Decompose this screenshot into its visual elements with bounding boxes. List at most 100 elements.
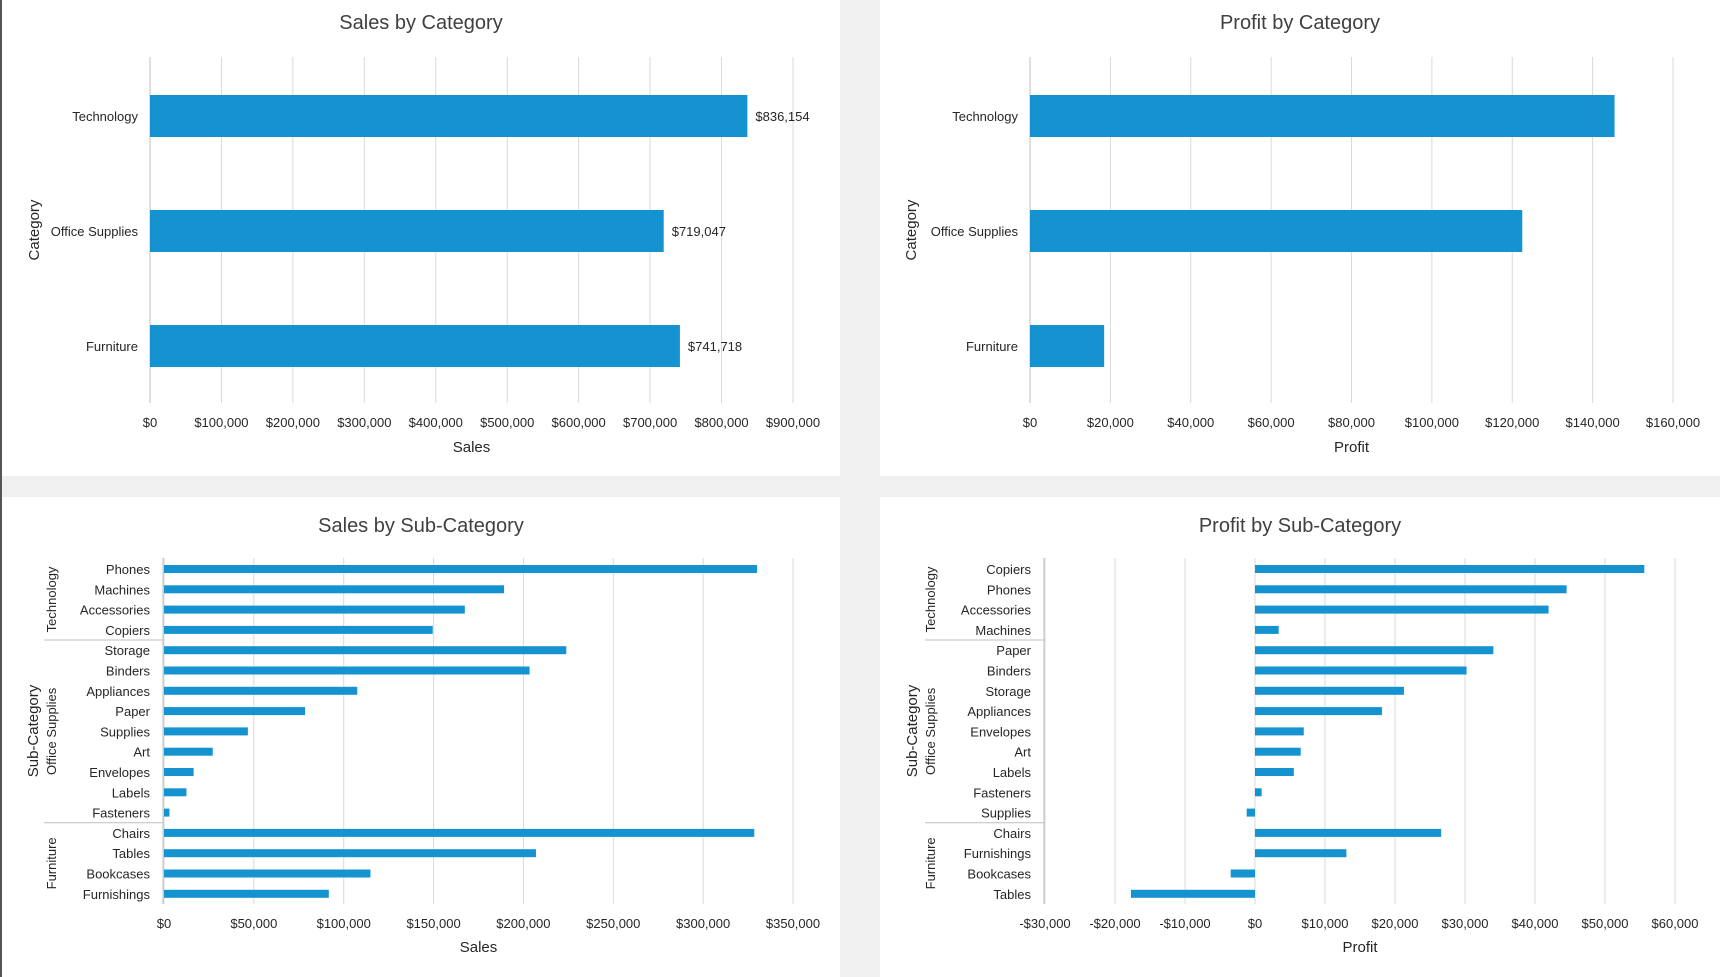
bar	[1255, 646, 1494, 655]
x-tick-label: $50,000	[1582, 916, 1629, 931]
sub-category-label: Envelopes	[970, 724, 1031, 739]
sub-category-label: Copiers	[105, 623, 150, 638]
x-tick-label: $30,000	[1442, 916, 1489, 931]
sub-category-label: Labels	[993, 765, 1032, 780]
y-axis-title: Category	[903, 199, 920, 260]
x-tick-label: $120,000	[1485, 415, 1539, 430]
x-tick-label: $100,000	[317, 916, 371, 931]
y-axis-title: Sub-Category	[904, 684, 921, 777]
x-tick-label: $250,000	[586, 916, 640, 931]
chart-title: Profit by Sub-Category	[1199, 515, 1401, 537]
x-tick-label: -$20,000	[1089, 916, 1140, 931]
bar	[1030, 210, 1523, 252]
sub-category-label: Fasteners	[973, 785, 1031, 800]
sub-category-label: Supplies	[981, 806, 1031, 821]
bar	[164, 707, 306, 716]
x-tick-label: -$30,000	[1019, 916, 1070, 931]
bar	[1030, 95, 1615, 137]
sub-category-label: Envelopes	[89, 765, 150, 780]
bar	[1255, 707, 1382, 716]
y-axis-title: Sub-Category	[25, 684, 42, 777]
x-tick-label: $200,000	[266, 415, 320, 430]
bar	[164, 646, 567, 655]
chart-title: Profit by Category	[1220, 12, 1380, 34]
x-axis-title: Sales	[460, 939, 498, 956]
x-tick-label: $50,000	[230, 916, 277, 931]
bar	[1255, 666, 1467, 675]
bar	[164, 808, 170, 817]
bar	[150, 95, 748, 137]
sub-category-label: Art	[1014, 745, 1031, 760]
sub-category-label: Appliances	[967, 704, 1031, 719]
chart-profit-by-sub-category: Profit by Sub-Category -$30,000 -$20,000 -$…	[880, 497, 1720, 977]
bar	[150, 210, 664, 252]
bar	[1255, 686, 1404, 695]
x-tick-label: $20,000	[1087, 415, 1134, 430]
sub-category-label: Bookcases	[967, 867, 1031, 882]
category-label: Technology	[952, 109, 1018, 124]
window-left-edge	[0, 0, 2, 977]
chart-sales-by-sub-category: Sales by Sub-Category $0 $50,000 $100,000 $1…	[2, 497, 840, 977]
sub-category-label: Furnishings	[83, 887, 151, 902]
bar	[164, 666, 530, 675]
bar	[164, 768, 194, 776]
bar	[1130, 889, 1255, 898]
y-axis-title: Category	[26, 199, 43, 260]
profit-by-category-svg: Profit by Category $0 $20,000 $40,000 $60,00…	[903, 12, 1700, 456]
sub-category-label: Paper	[115, 704, 150, 719]
bar	[164, 828, 755, 837]
sub-category-label: Copiers	[986, 562, 1031, 577]
category-label: Office Supplies	[51, 224, 139, 239]
group-label: Furniture	[923, 837, 938, 889]
x-tick-label: $500,000	[480, 415, 534, 430]
x-tick-label: $0	[143, 415, 157, 430]
sub-category-label: Tables	[112, 846, 150, 861]
group-label: Office Supplies	[44, 687, 59, 775]
data-label: $719,047	[672, 224, 726, 239]
x-tick-label: $40,000	[1512, 916, 1559, 931]
x-tick-label: $350,000	[766, 916, 820, 931]
bar	[1230, 869, 1255, 878]
bar	[1030, 325, 1105, 367]
bar	[1255, 585, 1567, 594]
sales-by-sub-category-svg: Sales by Sub-Category $0 $50,000 $100,000 $1…	[25, 515, 820, 956]
bar	[1255, 828, 1442, 837]
sales-by-category-svg: Sales by Category $0 $100,000 $200,000 $300,…	[26, 12, 820, 456]
sub-category-label: Tables	[993, 887, 1031, 902]
chart-title: Sales by Sub-Category	[318, 515, 524, 537]
sub-category-label: Storage	[985, 684, 1031, 699]
bar	[1255, 768, 1294, 776]
bar	[1246, 808, 1255, 817]
bar	[1255, 788, 1262, 797]
group-label: Technology	[923, 566, 938, 632]
chart-sales-by-category: Sales by Category $0 $100,000 $200,000 $300,…	[2, 0, 840, 476]
x-tick-label: $80,000	[1328, 415, 1375, 430]
sub-category-label: Accessories	[961, 603, 1032, 618]
bar	[164, 889, 329, 898]
bar	[164, 727, 248, 736]
sub-category-label: Binders	[106, 664, 151, 679]
x-tick-label: $400,000	[409, 415, 463, 430]
x-tick-label: $0	[1248, 916, 1262, 931]
bar	[164, 605, 465, 614]
bar	[164, 625, 433, 634]
bar	[164, 747, 213, 756]
bar	[164, 686, 358, 695]
group-label: Technology	[44, 566, 59, 632]
profit-by-sub-category-svg: Profit by Sub-Category -$30,000 -$20,000 -$…	[904, 515, 1699, 956]
sub-category-label: Bookcases	[86, 867, 150, 882]
group-label: Office Supplies	[923, 687, 938, 775]
bar	[164, 585, 505, 594]
category-label: Technology	[72, 109, 138, 124]
bar	[1255, 849, 1347, 858]
category-label: Furniture	[86, 339, 138, 354]
x-tick-label: $60,000	[1248, 415, 1295, 430]
x-tick-label: $140,000	[1566, 415, 1620, 430]
x-tick-label: $20,000	[1372, 916, 1419, 931]
sub-category-label: Phones	[987, 582, 1032, 597]
bar	[164, 849, 536, 858]
category-label: Office Supplies	[931, 224, 1019, 239]
x-tick-label: $600,000	[552, 415, 606, 430]
bar	[1255, 625, 1279, 634]
sub-category-label: Machines	[94, 582, 150, 597]
